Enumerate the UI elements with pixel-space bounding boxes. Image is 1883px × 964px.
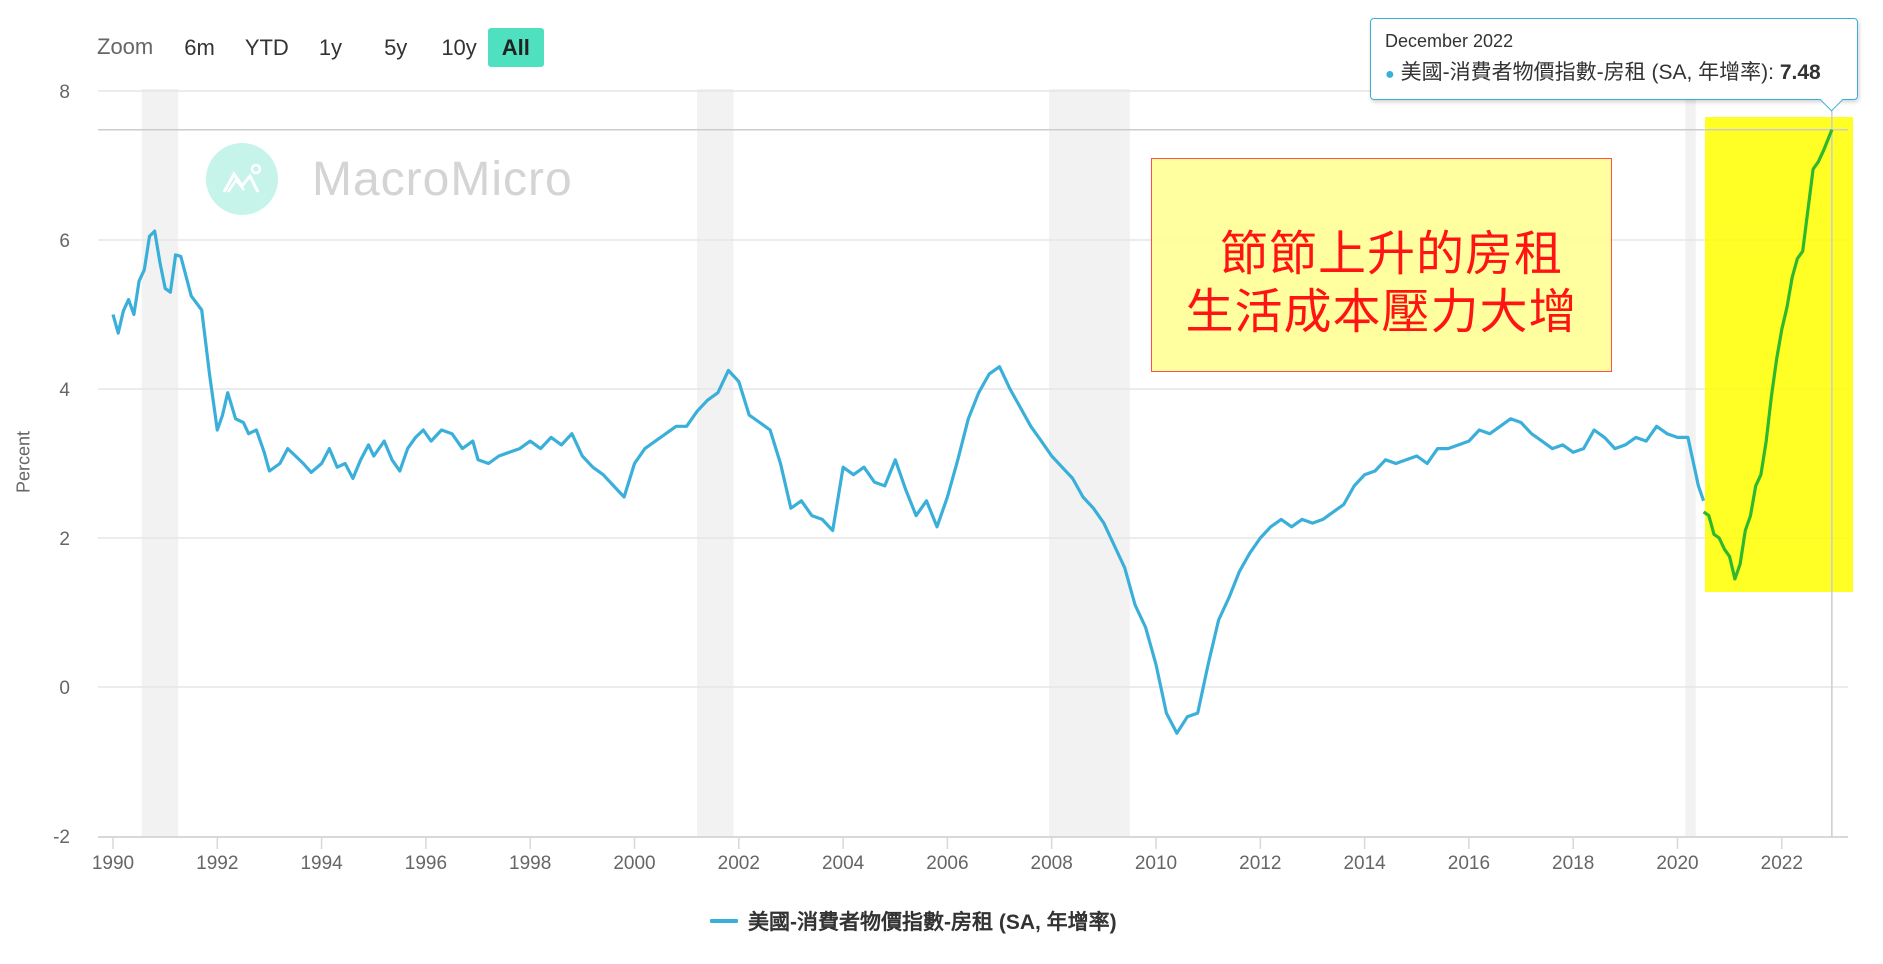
x-tick-label: 2008: [1031, 853, 1073, 874]
macromicro-watermark: MacroMicro: [206, 143, 573, 215]
tooltip-series-name: 美國-消費者物價指數-房租 (SA, 年增率):: [1400, 61, 1780, 84]
y-axis-labels: -2 0 2 4 6 8: [53, 82, 70, 848]
zoom-10y-button[interactable]: 10y: [441, 34, 477, 60]
macromicro-logo-icon: [206, 143, 278, 215]
series-line-highlight[interactable]: [1702, 129, 1834, 581]
recession-band: [1685, 89, 1696, 837]
recession-bands: [141, 89, 1696, 837]
x-tick-label: 2022: [1761, 853, 1803, 874]
x-tick-label: 2016: [1448, 853, 1490, 874]
legend-label: 美國-消費者物價指數-房租 (SA, 年增率): [748, 911, 1117, 934]
y-tick-label: 8: [59, 82, 70, 103]
zoom-ytd-button[interactable]: YTD: [244, 34, 289, 60]
x-tick-label: 2004: [822, 853, 865, 874]
y-axis-title: Percent: [13, 430, 34, 494]
x-tick-label: 1992: [196, 853, 238, 874]
zoom-all-button[interactable]: All: [487, 27, 544, 67]
tooltip-date: December 2022: [1385, 31, 1514, 51]
x-axis: 1990 1992 1994 1996 1998 2000 2002 2004 2006 2008…: [92, 836, 1848, 874]
x-tick-label: 2000: [613, 853, 655, 874]
recession-band: [697, 89, 734, 837]
x-tick-label: 2002: [718, 853, 760, 874]
x-tick-label: 2018: [1552, 853, 1594, 874]
x-tick-label: 1990: [92, 853, 134, 874]
zoom-range-selector: Zoom 6m YTD 1y 5y 10y All: [97, 27, 556, 67]
y-tick-label: 0: [59, 678, 70, 699]
tooltip-row: ● 美國-消費者物價指數-房租 (SA, 年增率): 7.48: [1385, 56, 1843, 86]
x-tick-label: 2006: [926, 853, 968, 874]
y-tick-label: 4: [59, 380, 70, 401]
x-tick-label: 1998: [509, 853, 551, 874]
recession-band: [141, 89, 179, 837]
legend-item[interactable]: 美國-消費者物價指數-房租 (SA, 年增率): [710, 906, 1117, 936]
series-line-rent-cpi[interactable]: [111, 229, 1706, 735]
x-tick-label: 2010: [1135, 853, 1177, 874]
y-tick-label: -2: [53, 827, 70, 848]
recession-band: [1049, 89, 1130, 837]
zoom-6m-button[interactable]: 6m: [184, 34, 215, 60]
x-tick-label: 1996: [405, 853, 447, 874]
y-tick-label: 2: [59, 529, 70, 550]
x-tick-label: 2014: [1343, 853, 1386, 874]
x-tick-label: 2020: [1656, 853, 1698, 874]
tooltip-value: 7.48: [1779, 61, 1821, 84]
watermark-text: MacroMicro: [312, 152, 573, 206]
series-dot-icon: ●: [1385, 66, 1395, 83]
zoom-label: Zoom: [97, 34, 154, 59]
zoom-1y-button[interactable]: 1y: [318, 34, 343, 60]
x-tick-label: 1994: [300, 853, 343, 874]
annotation-box: 節節上升的房租 生活成本壓力大增: [1151, 158, 1612, 372]
legend-line-icon: [710, 919, 738, 923]
annotation-line-2: 生活成本壓力大增: [1185, 284, 1578, 340]
zoom-5y-button[interactable]: 5y: [384, 34, 408, 60]
annotation-line-1: 節節上升的房租: [1219, 226, 1563, 282]
y-tick-label: 6: [59, 231, 70, 252]
x-tick-label: 2012: [1239, 853, 1281, 874]
tooltip: December 2022 ● 美國-消費者物價指數-房租 (SA, 年增率): …: [1370, 18, 1858, 100]
